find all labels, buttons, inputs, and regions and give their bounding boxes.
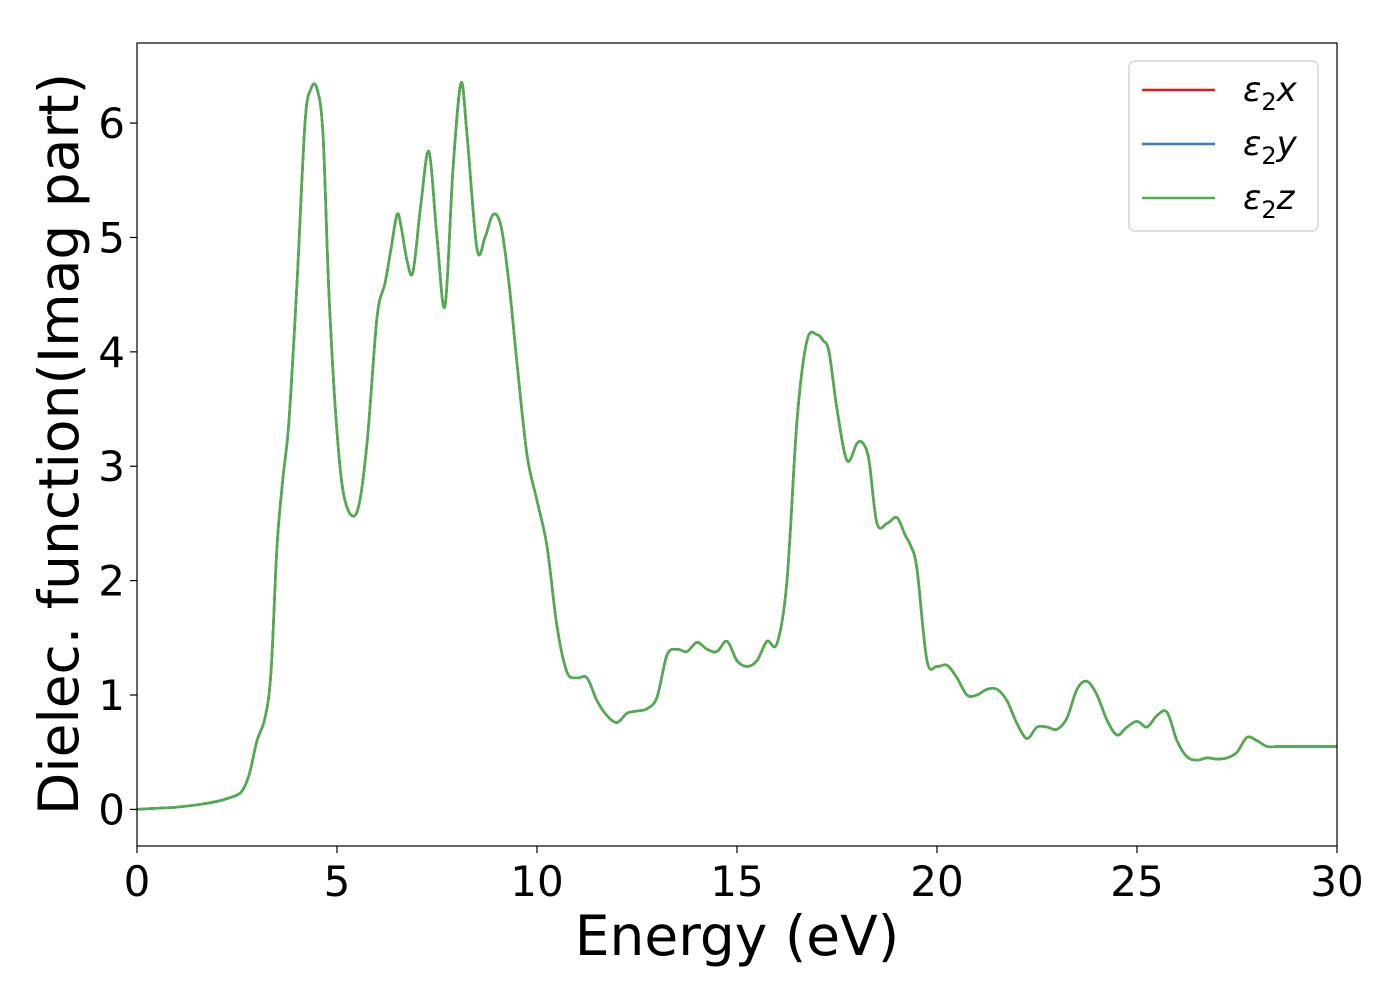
series-line-3 — [136, 81, 1337, 811]
y-tick-label: 2 — [98, 557, 125, 606]
x-tick-label: 20 — [910, 857, 963, 906]
y-tick-label: 1 — [98, 671, 125, 720]
legend-box — [1128, 60, 1319, 232]
y-tick-label: 3 — [98, 442, 125, 491]
y-axis-ticks: 0 1 2 3 4 5 6 — [98, 99, 137, 834]
legend-label-3: ε2z — [1243, 178, 1296, 224]
y-tick-label: 4 — [98, 328, 125, 377]
x-tick-label: 15 — [710, 857, 763, 906]
legend-label-1: ε2x — [1243, 70, 1298, 116]
legend: ε2x ε2y ε2z — [1128, 60, 1319, 232]
x-tick-label: 25 — [1110, 857, 1163, 906]
x-tick-label: 5 — [324, 857, 351, 906]
x-axis-ticks: 0 5 10 15 20 25 30 — [124, 846, 1364, 906]
legend-label-2: ε2y — [1243, 124, 1298, 170]
legend-entries: ε2x ε2y ε2z — [1142, 70, 1298, 224]
y-tick-label: 6 — [98, 99, 125, 148]
x-tick-label: 10 — [510, 857, 563, 906]
x-tick-label: 0 — [124, 857, 151, 906]
y-tick-label: 0 — [98, 785, 125, 834]
x-tick-label: 30 — [1310, 857, 1363, 906]
plot-lines — [136, 81, 1337, 811]
x-axis-label: Energy (eV) — [575, 904, 899, 968]
y-tick-label: 5 — [98, 213, 125, 262]
y-axis-label: Dielec. function(Imag part) — [27, 73, 91, 815]
